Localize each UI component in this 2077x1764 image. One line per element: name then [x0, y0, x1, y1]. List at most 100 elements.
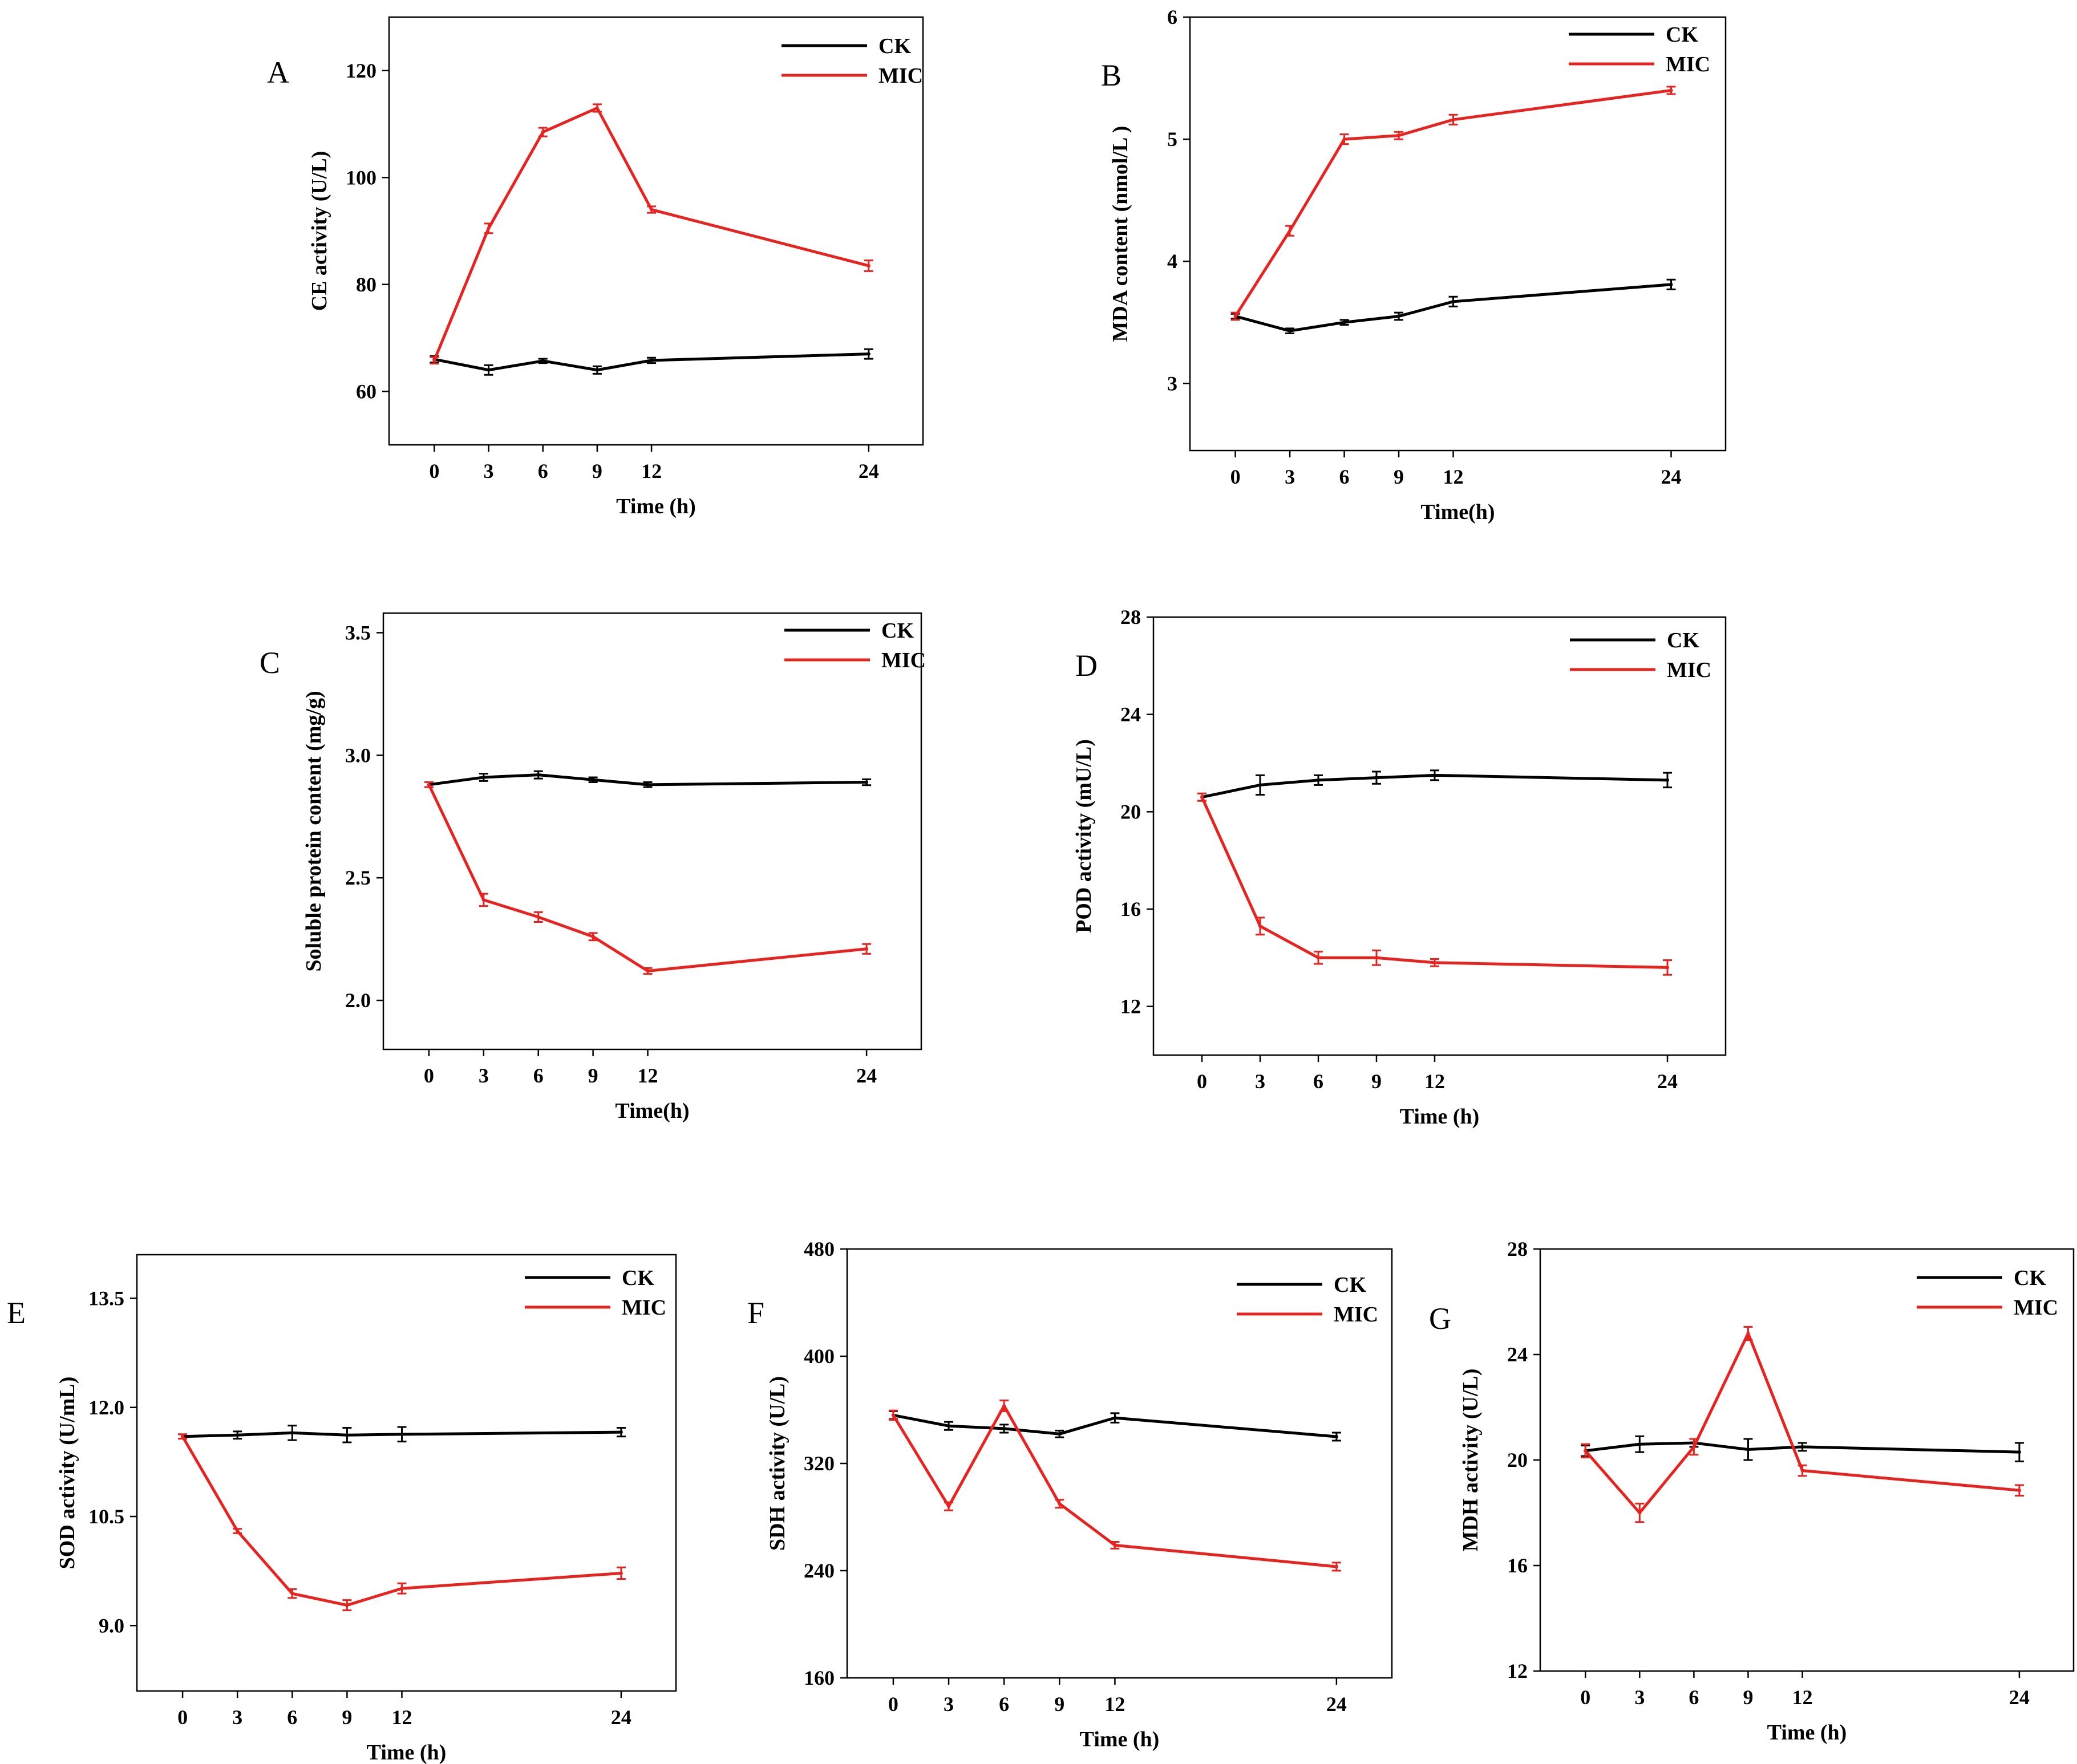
data-point-mic: [591, 935, 595, 939]
legend-label: CK: [881, 619, 914, 643]
y-tick-label: 3: [1167, 372, 1177, 395]
x-tick-label: 24: [1657, 1070, 1678, 1093]
data-point-mic: [1288, 229, 1292, 233]
chart-panel-e: 9.0 10.5 12.0 13.5 0 3 6 9 12 24 Time (h) SOD activ…: [7, 1254, 677, 1764]
x-tick-label: 9: [592, 460, 602, 482]
y-axis-label: SOD activity (U/mL): [55, 1377, 79, 1570]
x-tick-label: 24: [1326, 1693, 1347, 1716]
data-point-mic: [1433, 960, 1436, 964]
y-tick-label: 160: [804, 1666, 835, 1689]
data-point-mic: [1317, 956, 1320, 960]
chart-panel-d: 12 16 20 24 28 0 3 6 9 12 24 Time (h) POD activity (…: [1072, 606, 1727, 1129]
data-point-mic: [619, 1571, 623, 1575]
series-line-mic: [892, 1404, 1337, 1568]
y-tick-label: 28: [1507, 1238, 1528, 1260]
legend-label: CK: [878, 34, 911, 58]
y-tick-label: 2.5: [345, 866, 371, 889]
x-tick-label: 0: [888, 1693, 898, 1716]
series-line-mic: [181, 1435, 622, 1607]
data-point-mic: [1584, 1449, 1588, 1453]
legend-label: MIC: [1334, 1303, 1378, 1327]
x-tick-label: 3: [232, 1706, 242, 1729]
legend-label: CK: [1666, 23, 1698, 47]
data-point-ck: [2017, 1450, 2021, 1454]
y-tick-label: 13.5: [88, 1287, 124, 1310]
legend-label: MIC: [1667, 658, 1711, 682]
data-point-ck: [1258, 783, 1262, 787]
x-tick-label: 24: [856, 1064, 877, 1087]
legend-entry-mic: MIC: [1237, 1303, 1378, 1327]
x-axis-label: Time (h): [1400, 1105, 1480, 1129]
data-point-ck: [1638, 1442, 1642, 1446]
x-tick-label: 12: [1104, 1693, 1125, 1716]
panel-letter: E: [7, 1296, 26, 1330]
data-point-mic: [1669, 88, 1673, 92]
y-tick-label: 2.0: [345, 989, 371, 1012]
data-point-mic: [1397, 133, 1401, 137]
legend-label: MIC: [1666, 52, 1710, 76]
x-tick-label: 0: [1197, 1070, 1207, 1093]
data-point-mic: [865, 947, 869, 951]
data-point-ck: [865, 780, 869, 784]
legend-label: CK: [1667, 628, 1699, 652]
data-point-ck: [1666, 778, 1669, 782]
y-tick-label: 12.0: [88, 1396, 124, 1419]
y-tick-label: 120: [346, 59, 376, 82]
y-tick-label: 20: [1507, 1449, 1528, 1471]
series-line-mic: [1200, 796, 1668, 969]
data-point-ck: [1002, 1426, 1006, 1430]
x-tick-label: 6: [1339, 465, 1350, 488]
plot-frame: [382, 612, 922, 1051]
data-point-mic: [1342, 137, 1346, 141]
y-tick-label: 3.0: [345, 744, 371, 767]
data-point-ck: [947, 1424, 951, 1428]
plot-frame: [1189, 16, 1727, 452]
y-tick-label: 5: [1167, 128, 1177, 151]
data-point-ck: [1334, 1435, 1338, 1438]
y-tick-label: 10.5: [88, 1505, 124, 1528]
y-tick-label: 24: [1120, 703, 1141, 726]
x-axis-label: Time (h): [616, 494, 696, 518]
series-line-mic: [1584, 1332, 2020, 1514]
data-point-mic: [1375, 956, 1378, 960]
data-point-ck: [1113, 1416, 1117, 1420]
y-tick-label: 12: [1120, 995, 1141, 1018]
x-tick-label: 9: [1054, 1693, 1064, 1716]
data-point-mic: [1058, 1502, 1062, 1506]
data-point-mic: [400, 1587, 404, 1591]
series-line-ck: [1234, 283, 1671, 332]
y-tick-label: 480: [804, 1238, 835, 1260]
y-tick-label: 28: [1120, 606, 1141, 628]
x-tick-label: 0: [424, 1064, 434, 1087]
y-tick-label: 20: [1120, 800, 1141, 823]
data-point-mic: [345, 1603, 349, 1607]
data-point-mic: [1746, 1332, 1750, 1335]
x-tick-label: 3: [944, 1693, 954, 1716]
series-line-mic: [1234, 88, 1671, 317]
data-point-ck: [345, 1433, 349, 1437]
data-point-ck: [1288, 329, 1292, 333]
legend-entry-mic: MIC: [1917, 1296, 2058, 1320]
data-point-mic: [432, 358, 436, 362]
data-point-mic: [1692, 1445, 1696, 1449]
x-tick-label: 3: [1255, 1070, 1265, 1093]
series-line-ck: [893, 1413, 1337, 1438]
plot-frame: [1152, 616, 1727, 1056]
y-axis-label: POD activity (mU/L): [1072, 739, 1096, 933]
x-axis-label: Time (h): [1767, 1721, 1847, 1745]
legend-label: CK: [622, 1266, 654, 1290]
data-point-ck: [1433, 773, 1436, 777]
legend-entry-ck: CK: [1917, 1266, 2046, 1290]
y-axis-label: MDA content (nmol/L ): [1108, 126, 1132, 342]
panel-letter: A: [267, 55, 289, 90]
legend-label: MIC: [881, 648, 926, 672]
legend-entry-ck: CK: [1237, 1273, 1366, 1297]
legend-entry-ck: CK: [782, 34, 911, 58]
panel-letter: B: [1101, 58, 1122, 92]
x-tick-label: 6: [538, 460, 548, 482]
data-point-mic: [236, 1529, 240, 1533]
data-point-ck: [1800, 1445, 1804, 1449]
legend-entry-ck: CK: [1569, 23, 1698, 47]
data-point-ck: [236, 1433, 240, 1437]
